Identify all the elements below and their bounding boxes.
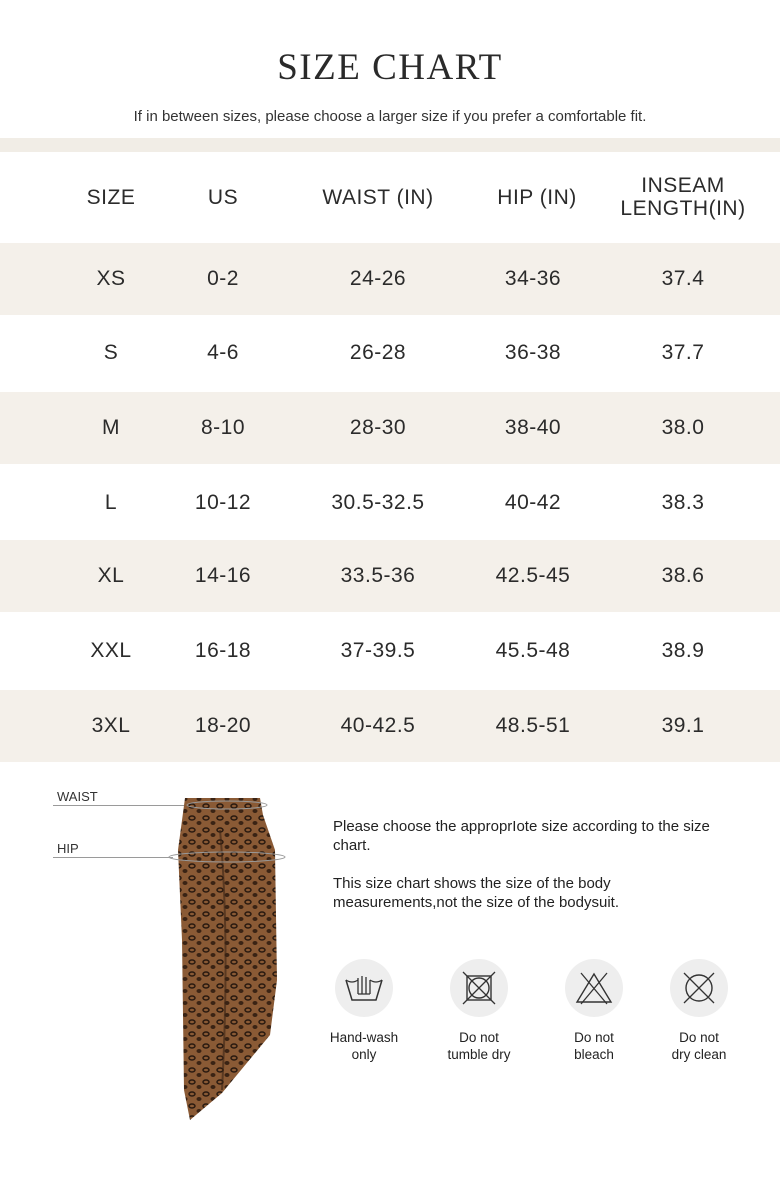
- care-no-tumble-dry: Do not tumble dry: [424, 959, 534, 1063]
- header-size: SIZE: [86, 185, 136, 209]
- fit-advice: If in between sizes, please choose a lar…: [133, 108, 647, 125]
- cell-inseam: 37.4: [661, 267, 705, 290]
- cell-inseam: 38.6: [661, 564, 705, 587]
- care-label-1: Hand-wash: [329, 1030, 399, 1045]
- care-label-2: bleach: [574, 1047, 614, 1062]
- care-no-dry-clean: Do not dry clean: [644, 959, 754, 1063]
- care-label-1: Do not: [574, 1030, 614, 1045]
- cell-hip: 38-40: [504, 416, 562, 439]
- care-label-2: only: [351, 1047, 377, 1062]
- cell-waist: 26-28: [349, 341, 407, 364]
- skirt-image: [168, 798, 286, 1120]
- hip-label: HIP: [57, 841, 79, 856]
- cell-hip: 34-36: [504, 267, 562, 290]
- care-label-2: dry clean: [671, 1047, 727, 1062]
- cell-size: XXL: [90, 639, 132, 662]
- cell-hip: 36-38: [504, 341, 562, 364]
- measurement-note: This size chart shows the size of the bo…: [333, 875, 619, 911]
- cell-waist: 40-42.5: [340, 714, 416, 737]
- table-row: XS 0-2 24-26 34-36 37.4: [0, 243, 780, 315]
- cell-size: XS: [96, 267, 126, 290]
- cell-us: 0-2: [207, 267, 239, 290]
- cell-us: 14-16: [194, 564, 252, 587]
- divider-band: [0, 138, 780, 152]
- cell-waist: 37-39.5: [340, 639, 416, 662]
- care-hand-wash: Hand-wash only: [309, 959, 419, 1063]
- header-hip: HIP (IN): [497, 185, 577, 209]
- care-label-1: Do not: [459, 1030, 499, 1045]
- cell-hip: 40-42: [504, 491, 562, 514]
- care-label-1: Do not: [679, 1030, 719, 1045]
- header-inseam: INSEAM LENGTH(IN): [620, 174, 745, 220]
- table-row: XXL 16-18 37-39.5 45.5-48 38.9: [0, 614, 780, 688]
- cell-inseam: 38.0: [661, 416, 705, 439]
- cell-us: 16-18: [194, 639, 252, 662]
- no-bleach-icon: [575, 972, 613, 1005]
- cell-hip: 48.5-51: [495, 714, 571, 737]
- table-row: L 10-12 30.5-32.5 40-42 38.3: [0, 466, 780, 540]
- no-dry-clean-icon: [683, 972, 715, 1004]
- page-title: SIZE CHART: [277, 47, 503, 88]
- cell-inseam: 37.7: [661, 341, 705, 364]
- cell-us: 4-6: [207, 341, 239, 364]
- table-header: SIZE US WAIST (IN) HIP (IN) INSEAM LENGTH…: [0, 152, 780, 242]
- cell-size: 3XL: [91, 714, 131, 737]
- header-inseam-line2: LENGTH(IN): [620, 197, 746, 220]
- cell-waist: 24-26: [349, 267, 407, 290]
- cell-size: M: [102, 416, 120, 439]
- table-row: S 4-6 26-28 36-38 37.7: [0, 316, 780, 390]
- cell-us: 10-12: [194, 491, 252, 514]
- cell-size: XL: [97, 564, 125, 587]
- cell-waist: 30.5-32.5: [331, 491, 425, 514]
- cell-us: 18-20: [194, 714, 252, 737]
- cell-size: L: [104, 491, 118, 514]
- care-label-2: tumble dry: [447, 1047, 511, 1062]
- no-tumble-dry-icon: [462, 971, 496, 1005]
- header-inseam-line1: INSEAM: [641, 174, 725, 197]
- cell-hip: 42.5-45: [495, 564, 571, 587]
- waist-label: WAIST: [57, 789, 98, 804]
- table-row: XL 14-16 33.5-36 42.5-45 38.6: [0, 540, 780, 612]
- cell-inseam: 38.3: [661, 491, 705, 514]
- cell-inseam: 38.9: [661, 639, 705, 662]
- size-note: Please choose the approprIote size accor…: [333, 818, 710, 854]
- header-us: US: [207, 185, 239, 209]
- hand-wash-icon: [345, 976, 383, 1001]
- hip-line: [53, 857, 173, 858]
- cell-inseam: 39.1: [661, 714, 705, 737]
- cell-size: S: [103, 341, 119, 364]
- waist-line: [53, 805, 188, 806]
- care-no-bleach: Do not bleach: [539, 959, 649, 1063]
- cell-waist: 33.5-36: [340, 564, 416, 587]
- header-waist: WAIST (IN): [322, 185, 434, 209]
- cell-us: 8-10: [200, 416, 246, 439]
- table-row: 3XL 18-20 40-42.5 48.5-51 39.1: [0, 690, 780, 762]
- table-row: M 8-10 28-30 38-40 38.0: [0, 392, 780, 464]
- cell-waist: 28-30: [349, 416, 407, 439]
- cell-hip: 45.5-48: [495, 639, 571, 662]
